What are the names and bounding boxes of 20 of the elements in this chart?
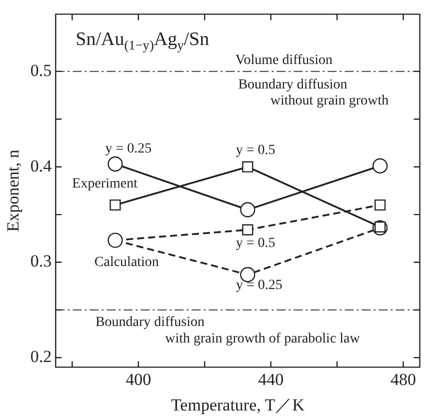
annotation: y = 0.25: [105, 141, 152, 156]
x-tick-label: 440: [258, 370, 284, 389]
annotation: Boundary diffusion: [95, 315, 204, 330]
annotation: Experiment: [72, 176, 138, 192]
annotation: with grain growth of parabolic law: [165, 331, 361, 346]
x-axis-title: Temperature, T／K: [170, 395, 306, 414]
annotation: without grain growth: [270, 93, 389, 108]
y-axis-title: Exponent, n: [4, 149, 23, 232]
y-tick-label: 0.5: [30, 60, 52, 80]
x-tick-label: 480: [390, 370, 416, 389]
y-tick-label: 0.3: [30, 252, 52, 271]
annotation: y = 0.5: [236, 143, 276, 158]
annotation: y = 0.5: [236, 236, 276, 251]
annotation: Calculation: [94, 255, 159, 270]
y-tick-label: 0.2: [30, 347, 52, 366]
x-tick-label: 400: [126, 370, 152, 389]
annotation: Boundary diffusion: [238, 77, 348, 92]
annotation: y = 0.25: [236, 278, 282, 293]
annotation: Volume diffusion: [235, 52, 333, 68]
y-tick-label: 0.4: [30, 156, 52, 176]
